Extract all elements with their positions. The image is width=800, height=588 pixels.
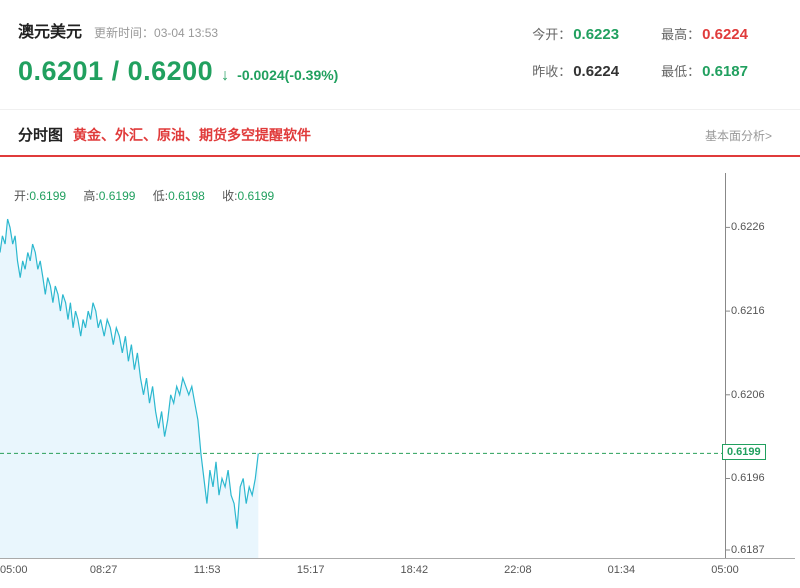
stat-low-label: 最低： bbox=[661, 64, 701, 79]
ohlc-open-label: 开: bbox=[14, 189, 30, 203]
minute-chart-svg[interactable] bbox=[0, 173, 796, 563]
price-line-series bbox=[0, 218, 259, 529]
stat-prev-close-value: 0.6224 bbox=[573, 63, 620, 80]
x-axis-label: 01:34 bbox=[607, 564, 636, 576]
fundamental-analysis-link[interactable]: 基本面分析> bbox=[704, 129, 772, 143]
stat-high-label: 最高： bbox=[661, 27, 701, 42]
stat-open-value: 0.6223 bbox=[573, 26, 620, 43]
ohlc-low-label: 低: bbox=[152, 189, 169, 203]
x-axis-label: 05:00 bbox=[711, 564, 739, 576]
symbol-name: 澳元美元 bbox=[18, 24, 83, 41]
ohlc-close-label: 收: bbox=[222, 189, 238, 203]
y-axis-label: 0.6226 bbox=[731, 221, 765, 234]
x-axis-label: 22:08 bbox=[504, 564, 532, 576]
x-axis-label: 05:00 bbox=[0, 564, 28, 576]
title-row: 澳元美元 更新时间：03-04 13:53 bbox=[18, 18, 800, 42]
stat-high: 最高： 0.6224 bbox=[661, 24, 748, 43]
y-axis-ticks bbox=[725, 226, 730, 551]
x-axis-label: 15:17 bbox=[296, 564, 325, 576]
ohlc-high-label: 高: bbox=[83, 189, 99, 203]
stat-low-value: 0.6187 bbox=[702, 63, 748, 80]
update-time: 更新时间：03-04 13:53 bbox=[94, 26, 219, 40]
price-row: 0.6201 / 0.6200 ↓ -0.0024(-0.39%) bbox=[18, 56, 800, 87]
bid-ask-price: 0.6201 / 0.6200 bbox=[18, 56, 214, 86]
ohlc-open-value: 0.6199 bbox=[29, 189, 67, 203]
stat-open: 今开： 0.6223 bbox=[532, 24, 619, 43]
quote-stats: 今开： 0.6223 最高： 0.6224 昨收： 0.6224 最低： 0.6187 bbox=[532, 24, 748, 80]
y-axis-label: 0.6206 bbox=[731, 388, 765, 401]
x-axis-label: 11:53 bbox=[193, 564, 221, 576]
chart-area[interactable]: 开:0.6199 高:0.6199 低:0.6198 收:0.6199 0.62… bbox=[0, 173, 800, 588]
section-bar: 分时图 黄金、外汇、原油、期货多空提醒软件 基本面分析> bbox=[0, 110, 800, 157]
ohlc-close-value: 0.6199 bbox=[237, 189, 275, 203]
price-change: -0.0024(-0.39%) bbox=[237, 67, 339, 83]
y-axis-label: 0.6196 bbox=[731, 472, 765, 485]
stat-low: 最低： 0.6187 bbox=[661, 61, 748, 80]
x-axis-label: 18:42 bbox=[400, 564, 429, 576]
stat-prev-close-label: 昨收： bbox=[532, 64, 572, 79]
ohlc-low-value: 0.6198 bbox=[168, 189, 205, 203]
tab-minute-chart[interactable]: 分时图 bbox=[18, 127, 64, 144]
quote-header: 澳元美元 更新时间：03-04 13:53 0.6201 / 0.6200 ↓ … bbox=[0, 0, 800, 110]
current-price-badge: 0.6199 bbox=[722, 444, 766, 461]
ohlc-legend: 开:0.6199 高:0.6199 低:0.6198 收:0.6199 bbox=[14, 187, 288, 204]
stat-open-label: 今开： bbox=[532, 27, 572, 42]
price-area-fill bbox=[0, 219, 259, 558]
promo-link[interactable]: 黄金、外汇、原油、期货多空提醒软件 bbox=[73, 127, 312, 143]
down-arrow-icon: ↓ bbox=[221, 67, 230, 84]
ohlc-high-value: 0.6199 bbox=[98, 189, 136, 203]
x-axis-label: 08:27 bbox=[89, 564, 118, 576]
stat-high-value: 0.6224 bbox=[702, 26, 748, 43]
y-axis-label: 0.6187 bbox=[731, 544, 765, 556]
stat-prev-close: 昨收： 0.6224 bbox=[532, 61, 619, 80]
y-axis-label: 0.6216 bbox=[731, 305, 765, 318]
